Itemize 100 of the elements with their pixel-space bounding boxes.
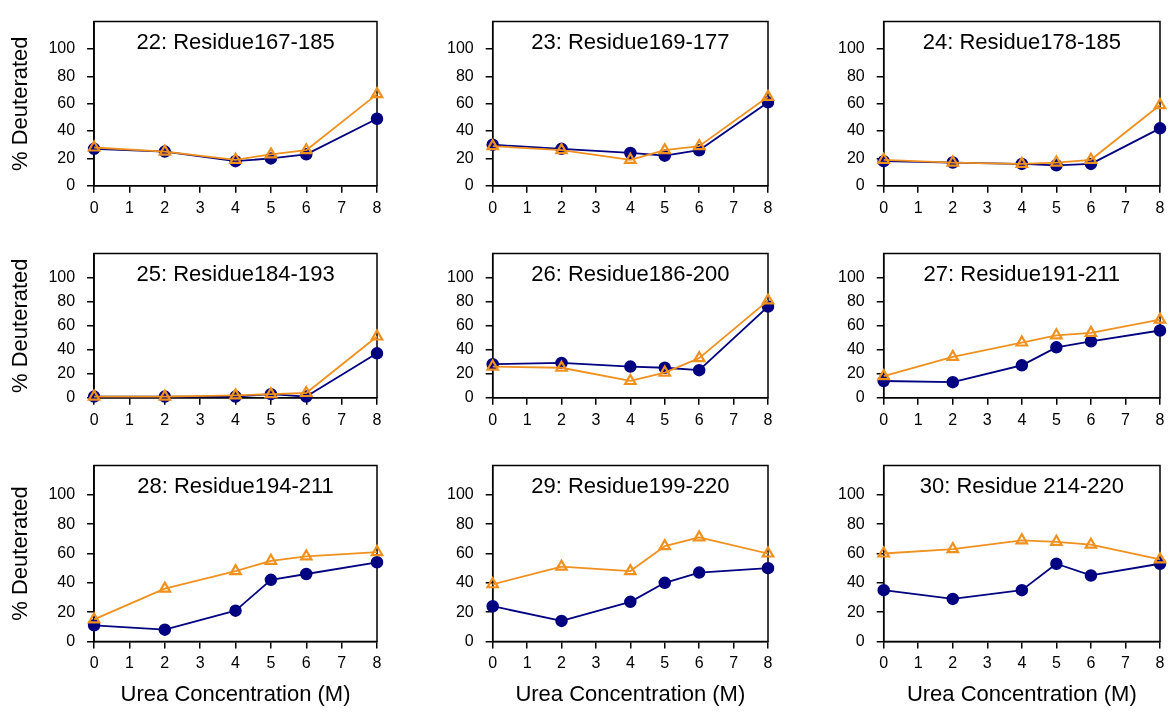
y-tick-label: 0 (66, 631, 76, 649)
y-tick-label: 20 (455, 364, 474, 382)
y-tick-label: 40 (57, 340, 76, 358)
y-tick-label: 80 (57, 514, 76, 532)
x-tick-label: 0 (488, 198, 498, 216)
x-tick-label: 0 (488, 654, 498, 672)
x-tick-label: 5 (660, 654, 670, 672)
x-tick-label: 5 (1051, 198, 1061, 216)
y-tick-label: 0 (464, 388, 474, 406)
x-tick-label: 0 (89, 198, 99, 216)
x-tick-label: 4 (1017, 198, 1027, 216)
x-tick-label: 2 (160, 410, 170, 428)
chart-title: 22: Residue167-185 (136, 28, 335, 54)
x-tick-label: 2 (557, 410, 567, 428)
y-tick-label: 100 (837, 268, 865, 286)
x-tick-label: 0 (879, 654, 889, 672)
y-tick-label: 60 (455, 316, 474, 334)
x-axis-title: Urea Concentration (M) (120, 680, 351, 706)
y-tick-label: 20 (455, 148, 474, 166)
y-tick-label: 100 (446, 485, 474, 503)
y-tick-label: 80 (57, 66, 76, 84)
x-tick-label: 5 (266, 410, 276, 428)
x-tick-label: 2 (557, 198, 567, 216)
x-tick-label: 4 (231, 654, 241, 672)
x-tick-label: 6 (694, 654, 704, 672)
y-tick-label: 80 (846, 514, 865, 532)
y-tick-label: 20 (846, 364, 865, 382)
y-tick-label: 20 (846, 148, 865, 166)
x-tick-label: 5 (266, 654, 276, 672)
x-tick-label: 5 (1051, 654, 1061, 672)
x-tick-label: 3 (982, 410, 992, 428)
y-tick-label: 100 (837, 485, 865, 503)
x-tick-label: 1 (522, 410, 532, 428)
y-tick-label: 40 (455, 340, 474, 358)
y-tick-label: 40 (846, 573, 865, 591)
y-tick-label: 80 (455, 66, 474, 84)
x-tick-label: 7 (729, 198, 739, 216)
x-tick-label: 2 (557, 654, 567, 672)
x-tick-label: 8 (763, 410, 773, 428)
x-tick-label: 8 (372, 654, 382, 672)
x-tick-label: 4 (1017, 410, 1027, 428)
x-tick-label: 8 (372, 410, 382, 428)
x-tick-label: 6 (1086, 654, 1096, 672)
y-tick-label: 60 (57, 316, 76, 334)
y-tick-label: 0 (464, 631, 474, 649)
x-tick-label: 5 (266, 198, 276, 216)
x-tick-label: 7 (729, 410, 739, 428)
y-tick-label: 60 (846, 316, 865, 334)
y-tick-label: 0 (66, 176, 76, 194)
x-tick-label: 1 (125, 654, 135, 672)
y-tick-label: 60 (455, 543, 474, 561)
y-tick-label: 40 (57, 573, 76, 591)
x-axis-title: Urea Concentration (M) (906, 680, 1137, 706)
y-axis-title: % Deuterated (7, 258, 33, 393)
x-tick-label: 7 (1121, 198, 1131, 216)
y-tick-label: 0 (855, 388, 865, 406)
x-tick-label: 2 (160, 198, 170, 216)
chart-title: 29: Residue199-220 (531, 472, 730, 498)
y-axis-title: % Deuterated (7, 486, 33, 621)
chart-title: 26: Residue186-200 (531, 260, 730, 286)
x-tick-label: 0 (89, 410, 99, 428)
x-tick-label: 7 (337, 410, 347, 428)
x-tick-label: 3 (195, 198, 205, 216)
y-tick-label: 60 (846, 543, 865, 561)
chart-title: 28: Residue194-211 (137, 472, 334, 498)
x-tick-label: 3 (591, 198, 601, 216)
x-tick-label: 1 (913, 654, 923, 672)
x-tick-label: 6 (301, 410, 311, 428)
x-tick-label: 3 (982, 198, 992, 216)
y-tick-label: 0 (464, 176, 474, 194)
y-tick-label: 60 (57, 543, 76, 561)
y-tick-label: 100 (446, 39, 474, 57)
x-tick-label: 6 (301, 198, 311, 216)
x-tick-label: 0 (879, 410, 889, 428)
y-tick-label: 100 (446, 268, 474, 286)
y-tick-label: 0 (855, 631, 865, 649)
x-tick-label: 6 (301, 654, 311, 672)
x-tick-label: 8 (1155, 198, 1165, 216)
y-tick-label: 100 (48, 39, 76, 57)
x-tick-label: 4 (231, 410, 241, 428)
y-tick-label: 40 (455, 121, 474, 139)
x-tick-label: 7 (337, 654, 347, 672)
x-tick-label: 4 (1017, 654, 1027, 672)
chart-title: 24: Residue178-185 (922, 28, 1121, 54)
y-tick-label: 20 (57, 602, 76, 620)
x-tick-label: 0 (879, 198, 889, 216)
x-tick-label: 4 (625, 654, 635, 672)
y-tick-label: 100 (48, 485, 76, 503)
y-tick-label: 80 (846, 66, 865, 84)
x-tick-label: 1 (913, 410, 923, 428)
y-tick-label: 40 (57, 121, 76, 139)
x-tick-label: 3 (982, 654, 992, 672)
x-tick-label: 7 (1121, 410, 1131, 428)
y-tick-label: 40 (455, 573, 474, 591)
x-tick-label: 8 (1155, 410, 1165, 428)
x-tick-label: 5 (1051, 410, 1061, 428)
x-tick-label: 6 (694, 410, 704, 428)
y-tick-label: 80 (846, 292, 865, 310)
y-tick-label: 80 (455, 292, 474, 310)
x-tick-label: 7 (1121, 654, 1131, 672)
